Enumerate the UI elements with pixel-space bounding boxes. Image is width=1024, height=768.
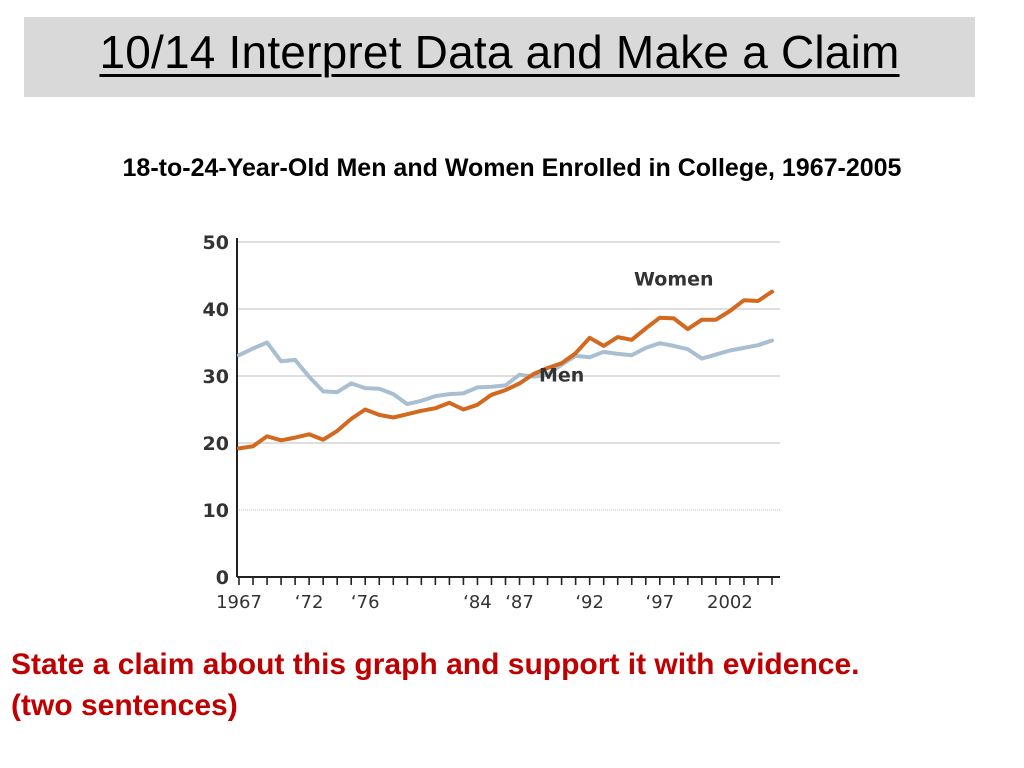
- line-chart: 0 10 20 30 40 50 1967 ‘72 ‘76 ‘84 ‘87 ‘92 ‘97 2002 Wom…: [203, 232, 780, 613]
- y-tick-label: 20: [203, 433, 229, 455]
- slide-title: 10/14 Interpret Data and Make a Claim: [99, 26, 900, 78]
- x-tick-label: ‘84: [463, 592, 492, 613]
- chart-labels: 0 10 20 30 40 50 1967 ‘72 ‘76 ‘84 ‘87 ‘92 ‘97 2002 Wom…: [203, 232, 753, 613]
- series-line-women: [237, 289, 774, 451]
- y-tick-label: 0: [216, 567, 229, 589]
- series-label-women: Women: [634, 269, 714, 291]
- series-label-men: Men: [539, 364, 584, 386]
- x-tick-label: ‘97: [645, 592, 674, 613]
- axes: [236, 238, 780, 585]
- y-tick-label: 50: [203, 232, 229, 254]
- prompt-line-1: State a claim about this graph and suppo…: [11, 648, 860, 681]
- prompt-text: State a claim about this graph and suppo…: [11, 644, 1016, 726]
- x-tick-label: ‘76: [351, 592, 380, 613]
- chart-title: 18-to-24-Year-Old Men and Women Enrolled…: [122, 154, 902, 182]
- series-lines: [237, 289, 774, 451]
- series-line-men: [237, 338, 774, 407]
- x-tick-label: 1967: [216, 592, 262, 613]
- y-tick-label: 40: [203, 299, 229, 321]
- prompt-line-2: (two sentences): [11, 689, 238, 722]
- x-tick-label: ‘92: [575, 592, 604, 613]
- x-tick-label: 2002: [707, 592, 753, 613]
- y-tick-label: 30: [203, 366, 229, 388]
- grid-lines: [237, 241, 780, 511]
- y-tick-label: 10: [203, 500, 229, 522]
- x-tick-label: ‘87: [505, 592, 534, 613]
- title-banner: 10/14 Interpret Data and Make a Claim: [24, 17, 975, 97]
- x-tick-label: ‘72: [295, 592, 324, 613]
